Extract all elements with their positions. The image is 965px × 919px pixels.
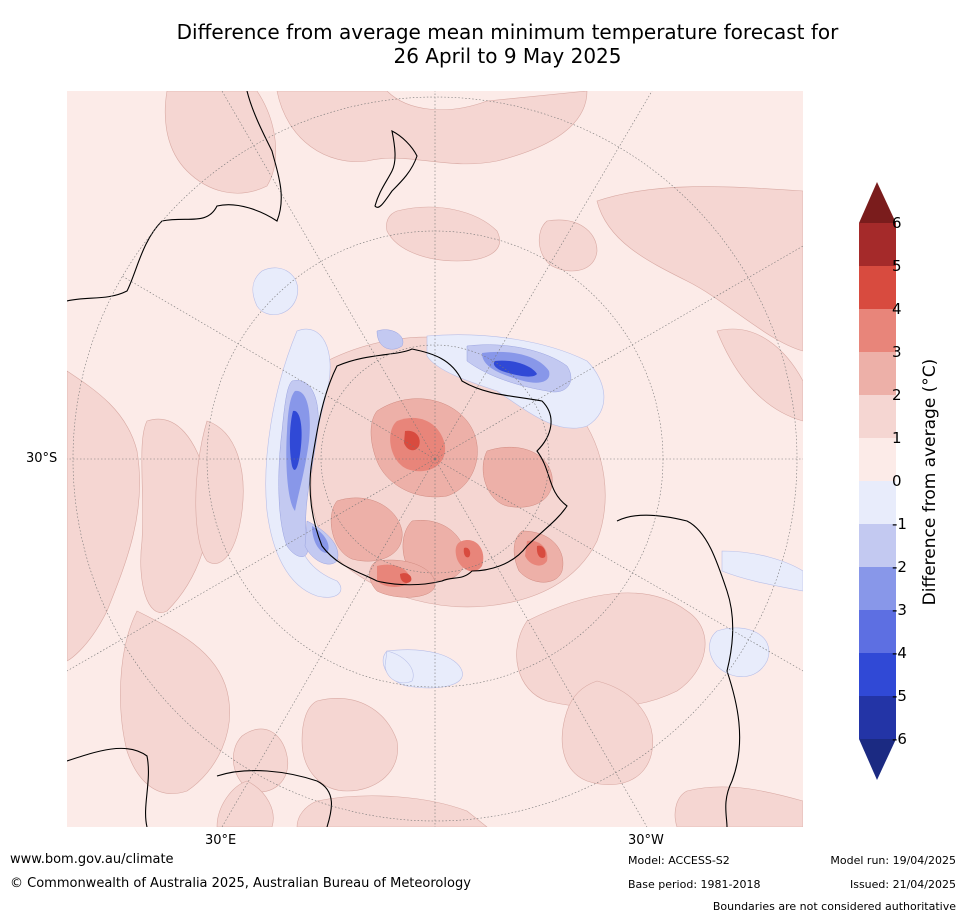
lon-label-30w: 30°W <box>628 833 664 848</box>
colorbar-bin <box>859 653 896 696</box>
footer-disclaimer: Boundaries are not considered authoritat… <box>712 900 956 913</box>
colorbar-bin <box>859 309 896 352</box>
footer-model: Model: ACCESS-S2 <box>628 854 730 867</box>
colorbar-under-arrow <box>859 739 896 780</box>
anomaly-neg4-regions <box>289 360 537 470</box>
colorbar-bin <box>859 438 896 481</box>
map-svg <box>67 91 803 827</box>
africa-coastline <box>67 747 149 827</box>
colorbar-tick-label: 2 <box>892 386 902 404</box>
footer-copyright: © Commonwealth of Australia 2025, Austra… <box>10 876 471 891</box>
footer-issued: Issued: 21/04/2025 <box>849 878 956 891</box>
footer-model-run: Model run: 19/04/2025 <box>830 854 956 867</box>
colorbar-bin <box>859 696 896 739</box>
colorbar-tick-label: -1 <box>892 515 907 533</box>
colorbar-tick-label: 0 <box>892 472 902 490</box>
colorbar-bin <box>859 266 896 309</box>
colorbar-bin <box>859 352 896 395</box>
colorbar-tick-label: -5 <box>892 687 907 705</box>
footer-base-period: Base period: 1981-2018 <box>628 878 761 891</box>
map-title: Difference from average mean minimum tem… <box>60 20 955 68</box>
colorbar-tick-label: 1 <box>892 429 902 447</box>
anomaly-4to5-regions <box>400 430 546 583</box>
colorbar-bin <box>859 223 896 266</box>
coastlines <box>67 91 741 827</box>
colorbar-over-arrow <box>859 182 896 223</box>
colorbar-tick-label: -2 <box>892 558 907 576</box>
colorbar-tick-label: 3 <box>892 343 902 361</box>
new-zealand-coastline <box>374 130 418 208</box>
graticule <box>67 91 803 827</box>
footer-website[interactable]: www.bom.gov.au/climate <box>10 852 174 867</box>
polar-map[interactable] <box>67 91 803 827</box>
colorbar-tick-label: -3 <box>892 601 907 619</box>
colorbar-bin <box>859 610 896 653</box>
colorbar-label: Difference from average (°C) <box>920 358 940 606</box>
colorbar-bin <box>859 567 896 610</box>
colorbar-tick-label: 4 <box>892 300 902 318</box>
colorbar-tick-label: 6 <box>892 214 902 232</box>
lat-label-30s: 30°S <box>26 451 58 466</box>
colorbar-bin <box>859 524 896 567</box>
south-america-coastline <box>616 514 741 827</box>
colorbar-tick-label: -4 <box>892 644 907 662</box>
lon-label-30e: 30°E <box>205 833 237 848</box>
colorbar-tick-label: 5 <box>892 257 902 275</box>
antarctica-coastline <box>309 348 568 586</box>
colorbar-tick-label: -6 <box>892 730 907 748</box>
colorbar-bin <box>859 395 896 438</box>
title-line-2: 26 April to 9 May 2025 <box>393 44 622 68</box>
australia-coastline <box>67 91 282 302</box>
colorbar <box>855 180 900 785</box>
colorbar-bin <box>859 481 896 524</box>
colorbar-svg <box>859 182 896 780</box>
title-line-1: Difference from average mean minimum tem… <box>176 20 839 44</box>
colorbar-bins <box>859 223 896 739</box>
